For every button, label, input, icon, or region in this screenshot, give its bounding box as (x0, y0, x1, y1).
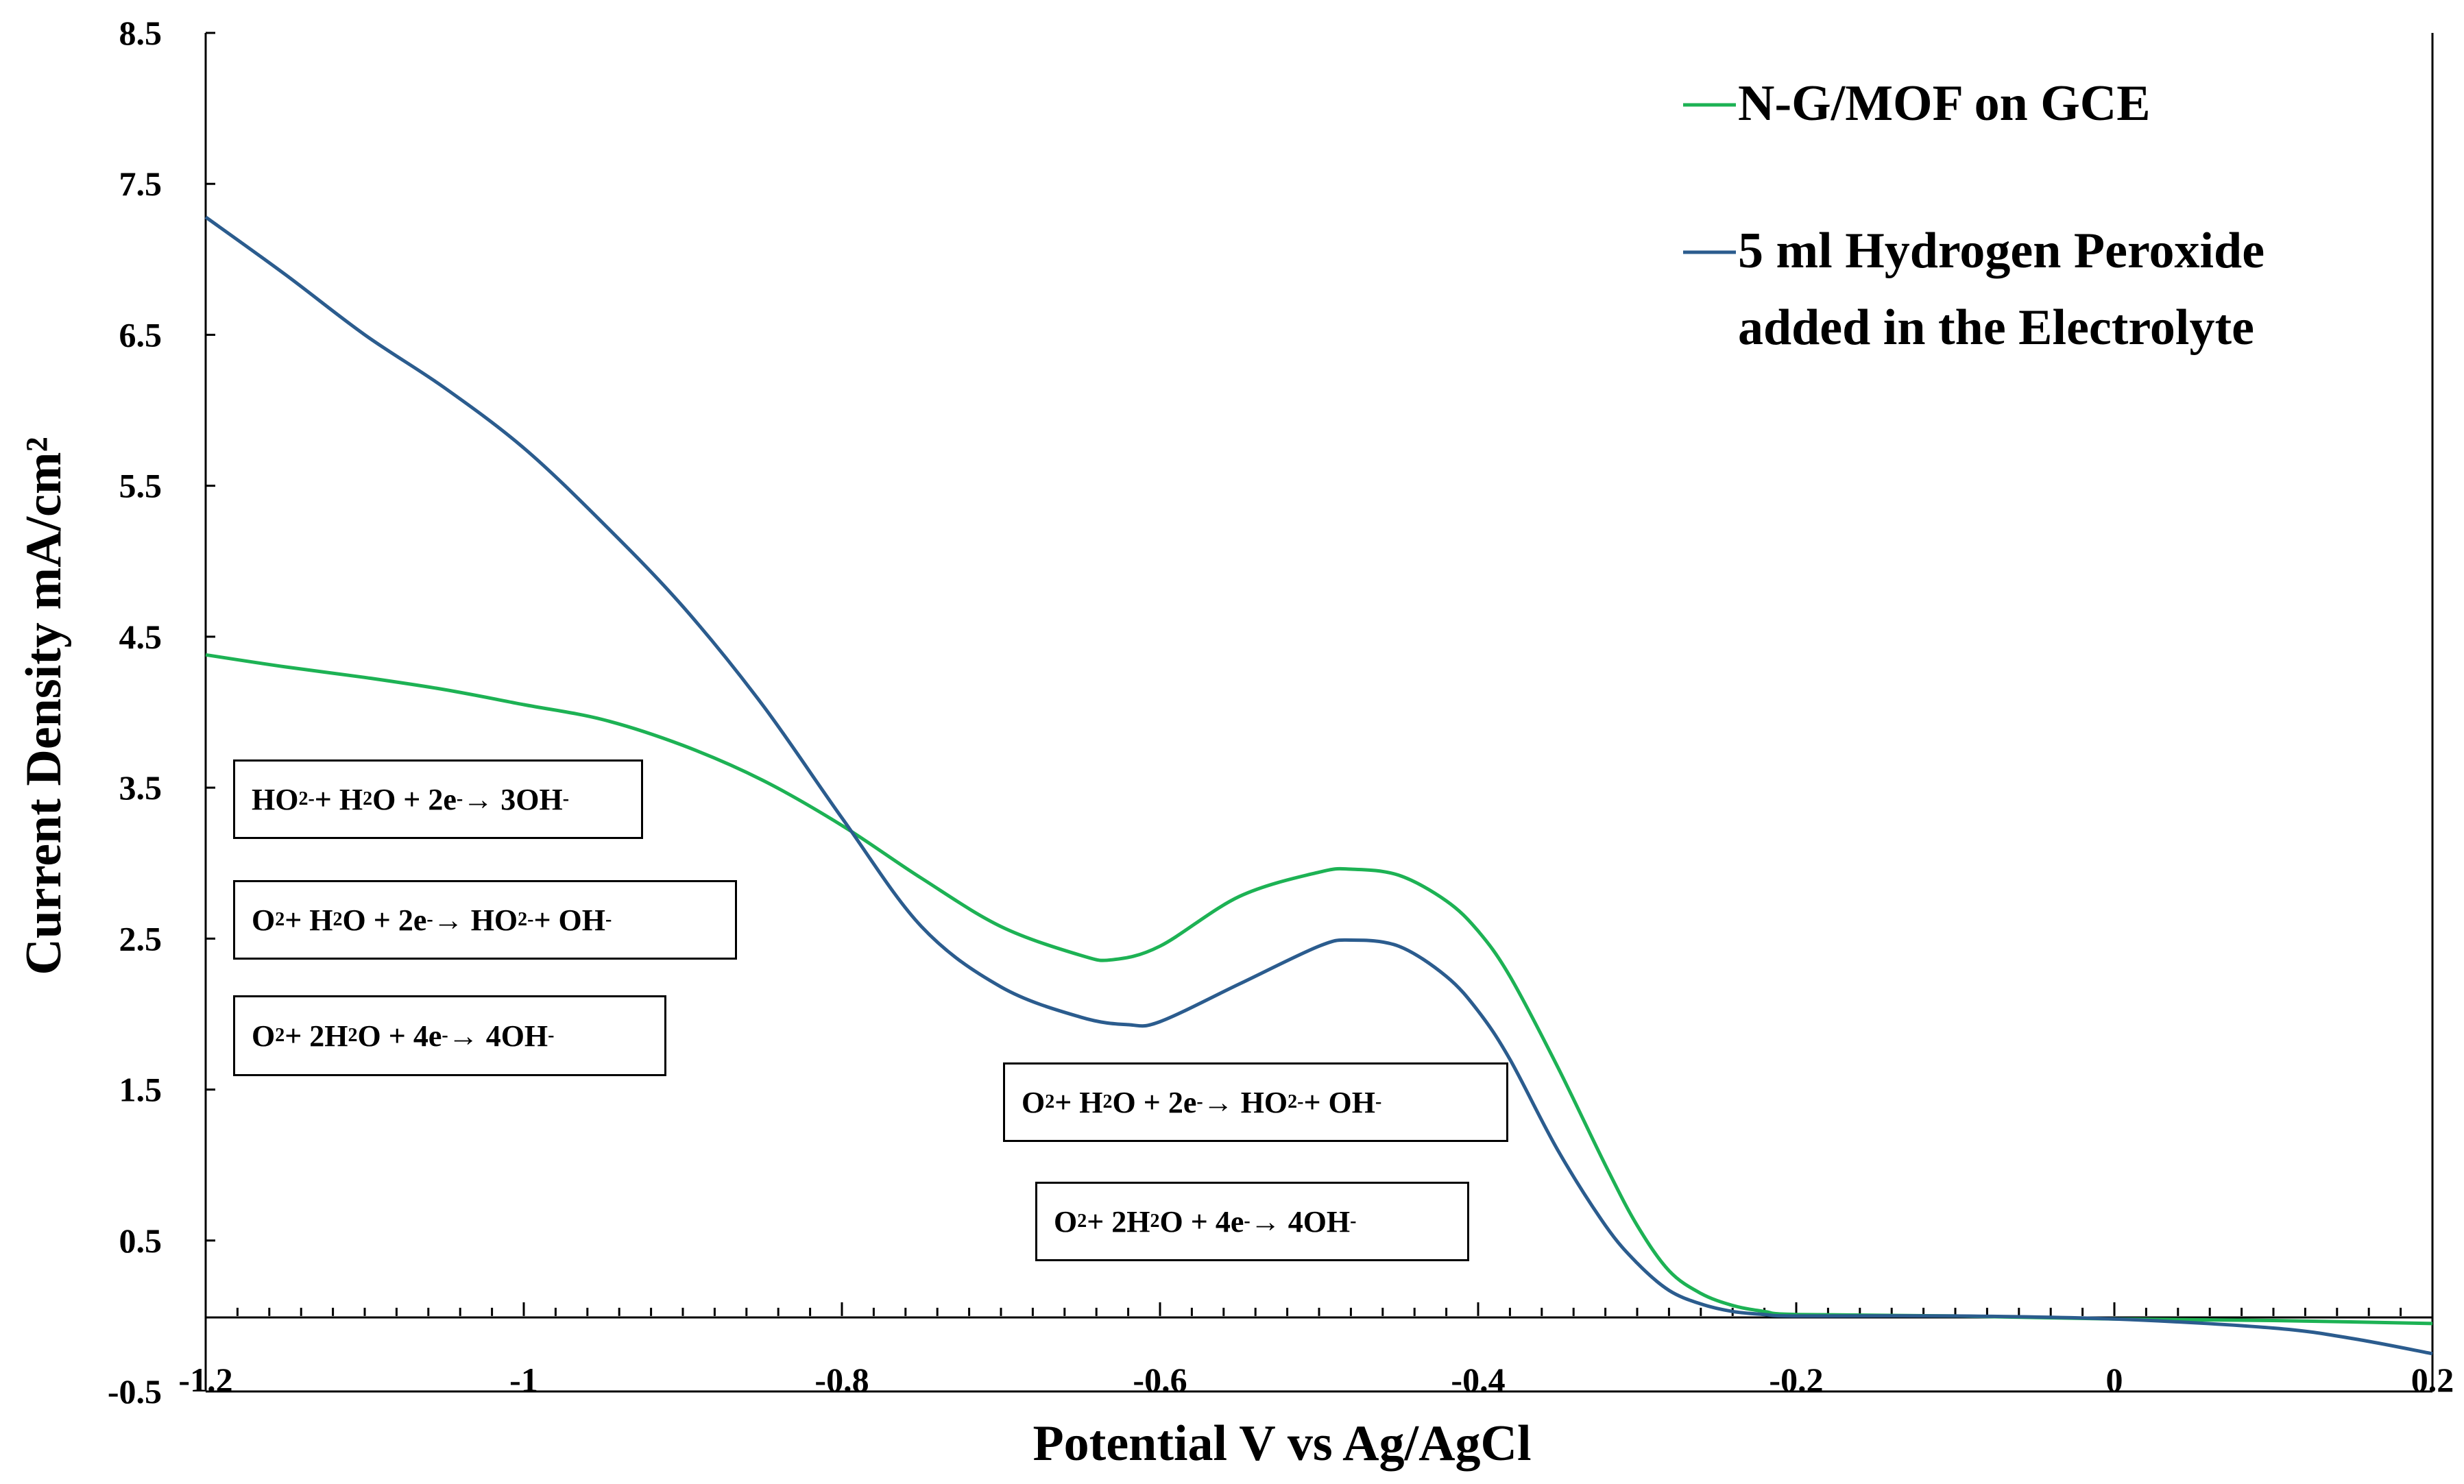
x-tick-label: 0 (2106, 1361, 2123, 1399)
series-line-hydrogen-peroxide (204, 215, 2433, 1356)
x-tick-label: -1.2 (178, 1361, 232, 1399)
y-tick-label: 2.5 (119, 919, 162, 958)
y-tick-label: 3.5 (119, 768, 162, 807)
x-tick-label: -1 (509, 1361, 538, 1399)
legend-label-series-2-line-1: 5 ml Hydrogen Peroxide (1738, 223, 2264, 279)
x-tick-label: -0.4 (1451, 1361, 1505, 1399)
y-tick-label: 0.5 (119, 1221, 162, 1260)
y-tick-label: 1.5 (119, 1071, 162, 1109)
y-tick-label: -0.5 (108, 1372, 162, 1411)
x-tick-label: -0.2 (1769, 1361, 1823, 1399)
y-tick-label: 6.5 (119, 315, 162, 354)
y-tick-label: 5.5 (119, 467, 162, 505)
y-tick-label: 4.5 (119, 618, 162, 656)
x-axis-title: Potential V vs Ag/AgCl (1032, 1415, 1531, 1472)
legend-label-series-1: N-G/MOF on GCE (1738, 75, 2151, 132)
y-tick-label: 8.5 (119, 14, 162, 52)
y-tick-label: 7.5 (119, 165, 162, 203)
x-axis-ticks: -1.2 -1 -0.8 -0.6 -0.4 -0.2 0 0.2 (178, 1302, 2454, 1399)
y-axis-ticks: -0.5 0.5 1.5 2.5 3.5 4.5 5.5 6.5 7.5 8.5 (108, 14, 215, 1411)
series-layer (204, 215, 2433, 1356)
legend: N-G/MOF on GCE 5 ml Hydrogen Peroxide ad… (1683, 75, 2264, 356)
x-tick-label: 0.2 (2411, 1361, 2454, 1399)
legend-label-series-2-line-2: added in the Electrolyte (1738, 300, 2254, 356)
y-axis-title: Current Density mA/cm² (16, 437, 72, 975)
x-tick-label: -0.8 (814, 1361, 869, 1399)
x-tick-label: -0.6 (1133, 1361, 1187, 1399)
